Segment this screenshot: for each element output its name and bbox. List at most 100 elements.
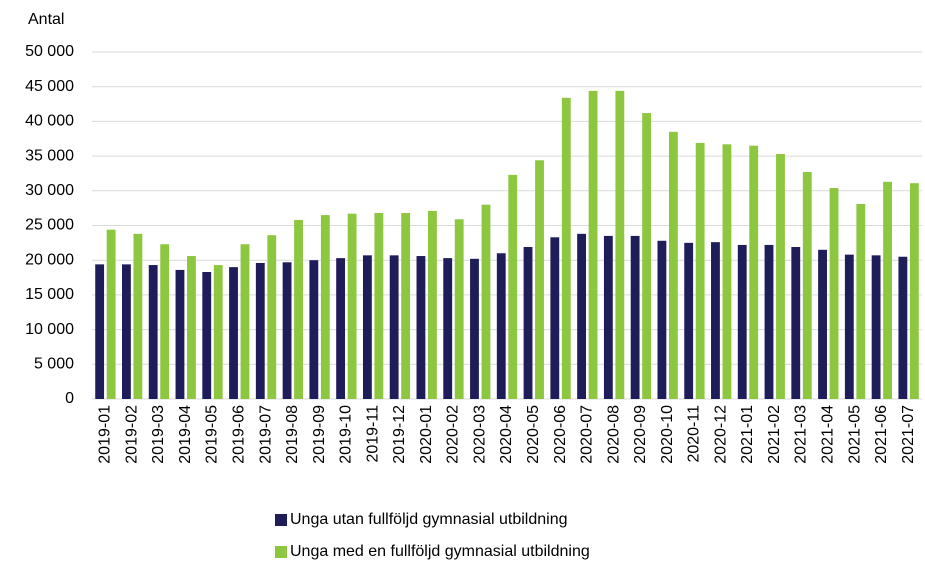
bar	[389, 255, 399, 399]
x-tick-label: 2020-02	[445, 405, 462, 464]
y-tick-label: 30 000	[25, 182, 74, 199]
legend-label: Unga utan fullföljd gymnasial utbildning	[290, 511, 568, 528]
bar	[240, 244, 250, 399]
legend-swatch	[275, 514, 287, 526]
bar	[255, 262, 265, 399]
y-tick-label: 0	[65, 390, 74, 407]
x-tick-label: 2020-06	[552, 405, 569, 464]
bar	[523, 247, 533, 399]
legend-label: Unga med en fullföljd gymnasial utbildni…	[290, 543, 590, 560]
x-tick-label: 2020-10	[659, 405, 676, 464]
x-tick-label: 2019-03	[150, 405, 167, 464]
x-tick-label: 2020-04	[498, 405, 515, 464]
bar	[187, 256, 196, 399]
bar	[470, 258, 479, 399]
bar	[818, 249, 827, 399]
bar	[829, 188, 839, 399]
bar	[909, 183, 919, 399]
x-tick-label: 2020-08	[605, 405, 622, 464]
x-tick-label: 2021-05	[846, 405, 863, 464]
bar	[496, 253, 506, 399]
x-tick-label: 2020-01	[418, 405, 435, 464]
x-tick-label: 2019-06	[230, 405, 247, 464]
x-tick-label: 2021-02	[766, 405, 783, 464]
bar	[443, 258, 453, 399]
x-tick-label: 2020-07	[579, 405, 596, 464]
bar	[454, 219, 464, 399]
x-tick-label: 2019-10	[338, 405, 355, 464]
bar	[347, 213, 357, 399]
bar	[282, 262, 292, 399]
bar	[202, 271, 212, 399]
x-tick-label: 2019-11	[364, 405, 381, 463]
y-tick-label: 10 000	[25, 321, 74, 338]
bar	[844, 254, 854, 399]
x-tick-label: 2019-12	[391, 405, 408, 464]
bar	[428, 210, 437, 399]
y-axis-label: Antal	[28, 11, 64, 28]
bar	[160, 244, 170, 399]
bar	[684, 242, 694, 399]
bar	[898, 256, 908, 399]
bar	[561, 97, 571, 399]
x-tick-label: 2019-01	[97, 405, 114, 464]
bar	[362, 255, 372, 399]
bar	[294, 219, 303, 399]
bar	[122, 264, 131, 399]
bar	[374, 213, 384, 399]
bar	[401, 213, 411, 399]
x-tick-label: 2019-04	[177, 405, 194, 464]
y-tick-label: 25 000	[25, 217, 74, 234]
bar	[550, 237, 560, 399]
bar	[749, 145, 759, 399]
x-tick-label: 2020-11	[686, 405, 703, 463]
bar	[695, 142, 705, 399]
bar	[802, 172, 812, 399]
bar	[508, 174, 518, 399]
bar	[711, 242, 720, 399]
x-tick-label: 2019-08	[284, 405, 301, 464]
bar	[535, 160, 544, 399]
bar	[615, 90, 625, 399]
y-tick-label: 35 000	[25, 147, 74, 164]
x-tick-label: 2020-12	[712, 405, 729, 464]
x-tick-label: 2021-07	[900, 405, 917, 464]
bar	[883, 181, 892, 399]
y-tick-label: 5 000	[34, 356, 74, 373]
bar	[764, 244, 774, 399]
x-tick-label: 2021-03	[793, 405, 810, 464]
bar	[642, 113, 652, 400]
bar	[871, 255, 881, 399]
bar	[791, 247, 801, 399]
x-tick-label: 2021-04	[820, 405, 837, 464]
bar	[588, 90, 598, 399]
x-tick-label: 2021-06	[873, 405, 890, 464]
bar	[668, 131, 678, 399]
bar	[630, 235, 640, 399]
y-tick-label: 50 000	[25, 43, 74, 60]
bar	[603, 235, 613, 399]
x-tick-label: 2020-05	[525, 405, 542, 464]
y-tick-label: 45 000	[25, 78, 74, 95]
bar	[133, 233, 143, 399]
x-tick-label: 2021-01	[739, 405, 756, 464]
x-tick-label: 2020-03	[471, 405, 488, 464]
bar	[95, 264, 105, 399]
bar	[481, 204, 491, 399]
x-tick-label: 2019-09	[311, 405, 328, 464]
x-tick-label: 2020-09	[632, 405, 649, 464]
bar	[320, 215, 330, 399]
bar	[175, 269, 185, 399]
bar	[416, 256, 426, 399]
x-tick-label: 2019-07	[257, 405, 274, 464]
bar	[856, 203, 866, 399]
bar	[213, 265, 223, 399]
bar	[267, 235, 277, 399]
x-tick-label: 2019-05	[204, 405, 221, 464]
bar	[106, 229, 116, 399]
bar	[657, 240, 667, 399]
bar	[309, 260, 319, 399]
y-tick-label: 20 000	[25, 251, 74, 268]
legend-swatch	[275, 546, 287, 558]
bar	[722, 144, 732, 399]
